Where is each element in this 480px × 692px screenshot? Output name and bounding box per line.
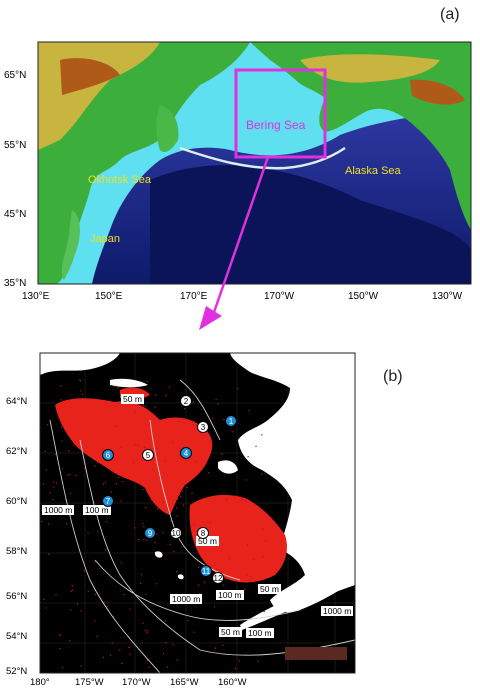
station-marker: 12 <box>212 572 224 584</box>
panel-b-lat-tick: 64°N <box>6 396 28 407</box>
alaska-mainland <box>230 353 355 613</box>
panel-b-lon-tick: 180° <box>30 677 50 688</box>
panel-b-lat-tick: 54°N <box>6 631 28 642</box>
panel-b-lon-tick: 175°W <box>75 677 104 688</box>
bering-sea-box <box>234 68 327 159</box>
panel-b-lon-tick: 170°W <box>122 677 151 688</box>
panel-b-lat-tick: 60°N <box>6 496 28 507</box>
station-marker: 5 <box>142 449 154 461</box>
chukotka-land <box>40 353 120 375</box>
panel-b-label: (b) <box>383 368 403 385</box>
depth-label: 100 m <box>83 505 111 515</box>
station-marker: 9 <box>144 527 156 539</box>
panel-a-lon-tick: 150°W <box>348 291 379 302</box>
depth-label: 1000 m <box>321 606 354 616</box>
label-bering-sea: Bering Sea <box>246 118 306 132</box>
panel-b-lat-tick: 58°N <box>6 546 28 557</box>
depth-label: 100 m <box>246 628 274 638</box>
depth-label: 50 m <box>121 394 144 404</box>
panel-a-lon-tick: 170°W <box>264 291 295 302</box>
panel-b-lat-tick: 52°N <box>6 666 28 677</box>
panel-a-lon-tick: 130°E <box>22 291 50 302</box>
station-marker: 3 <box>197 421 209 433</box>
scale-bar <box>285 647 347 660</box>
panel-b-lat-tick: 62°N <box>6 446 28 457</box>
station-marker: 7 <box>102 495 114 507</box>
panel-a-lon-tick: 170°E <box>180 291 208 302</box>
label-okhotsk-sea: Okhotsk Sea <box>88 174 151 186</box>
panel-a-lon-tick: 130°W <box>432 291 463 302</box>
station-marker: 8 <box>197 527 209 539</box>
label-japan: Japan <box>90 233 120 245</box>
depth-label: 50 m <box>196 536 219 546</box>
depth-label: 1000 m <box>42 505 75 515</box>
depth-label: 1000 m <box>170 594 203 604</box>
station-marker: 11 <box>200 565 212 577</box>
panel-a-label: (a) <box>440 6 460 23</box>
depth-label: 50 m <box>219 627 242 637</box>
arrow-head <box>199 306 222 330</box>
panel-a-lat-tick: 65°N <box>4 70 27 81</box>
japan-land <box>61 210 80 280</box>
station-marker: 4 <box>180 447 192 459</box>
panel-a-lat-tick: 45°N <box>4 209 27 220</box>
station-marker: 6 <box>102 449 114 461</box>
panel-b-lon-tick: 165°W <box>170 677 199 688</box>
panel-a-lon-tick: 150°E <box>95 291 123 302</box>
panel-b-lon-tick: 160°W <box>218 677 247 688</box>
depth-label: 100 m <box>216 590 244 600</box>
overview-map <box>37 41 472 330</box>
panel-a-lat-tick: 55°N <box>4 140 27 151</box>
station-marker: 1 <box>225 415 237 427</box>
label-alaska-sea: Alaska Sea <box>345 165 401 177</box>
depth-label: 50 m <box>258 584 281 594</box>
station-marker: 10 <box>170 527 182 539</box>
asia-land <box>38 42 250 284</box>
panel-a-lat-tick: 35°N <box>4 278 27 289</box>
station-marker: 2 <box>180 395 192 407</box>
panel-b-lat-tick: 56°N <box>6 591 28 602</box>
